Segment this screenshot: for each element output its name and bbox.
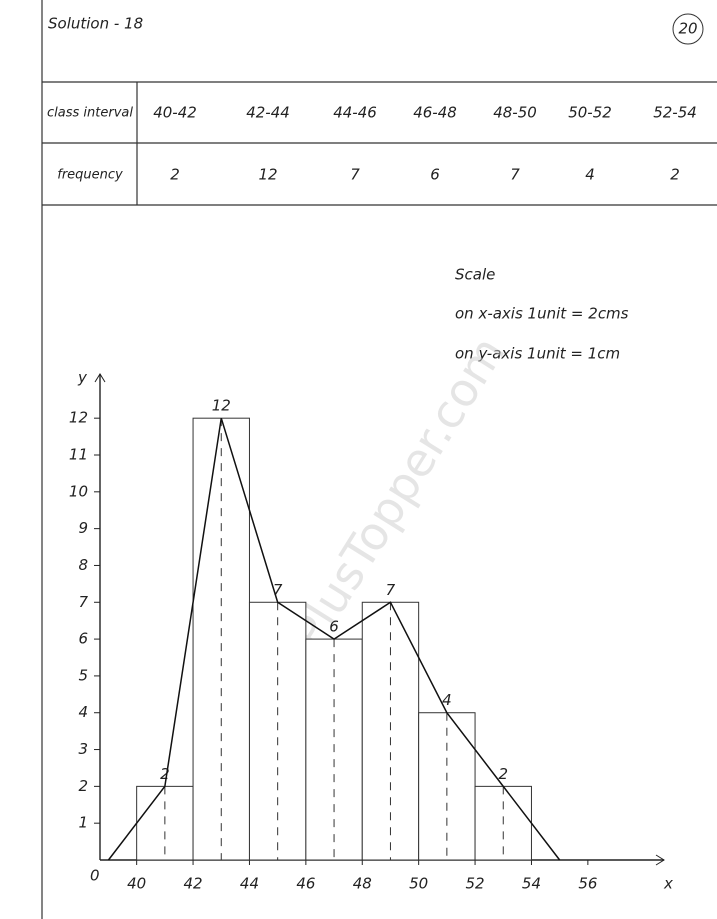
y-tick-label: 3 (78, 740, 88, 758)
table-cell: 2 (670, 166, 680, 184)
y-tick-label: 9 (78, 519, 88, 537)
scale-title: Scale (455, 266, 495, 284)
axis-arrow (655, 854, 665, 866)
bar-label: 4 (442, 691, 452, 709)
y-tick-label: 1 (78, 814, 88, 832)
row-header: frequency (57, 168, 123, 183)
table-cell: 7 (510, 166, 520, 184)
scale-note: on y-axis 1unit = 1cm (455, 345, 620, 363)
y-tick-label: 5 (78, 666, 88, 684)
table-cell: 50-52 (568, 104, 612, 122)
scale-note: on x-axis 1unit = 2cms (455, 305, 629, 323)
table-cell: 7 (350, 166, 360, 184)
frequency-polygon (107, 417, 561, 861)
table-cell: 42-44 (246, 104, 290, 122)
table-cell: 52-54 (653, 104, 697, 122)
page-number-circle (672, 13, 704, 45)
table-cell: 12 (258, 166, 277, 184)
bar-label: 2 (498, 765, 508, 783)
y-tick-label: 8 (78, 556, 88, 574)
x-tick-label: 40 (127, 875, 146, 893)
table-cell: 48-50 (493, 104, 537, 122)
table-cell: 4 (585, 166, 595, 184)
bar-label: 2 (160, 765, 170, 783)
table-cell: 6 (430, 166, 440, 184)
bar-label: 12 (212, 397, 231, 415)
x-axis-label: x (663, 875, 673, 893)
x-tick-label: 56 (578, 875, 597, 893)
x-tick-label: 50 (409, 875, 428, 893)
y-tick-label: 2 (78, 777, 88, 795)
y-axis-label: y (77, 369, 88, 387)
bar-label: 6 (329, 618, 339, 636)
axis-arrow (94, 373, 106, 383)
x-tick-label: 46 (296, 875, 315, 893)
y-tick-label: 12 (69, 409, 88, 427)
bar-label: 7 (386, 581, 396, 599)
y-tick-label: 7 (78, 593, 88, 611)
bar-label: 7 (273, 581, 283, 599)
table-cell: 2 (170, 166, 180, 184)
y-tick-label: 6 (78, 630, 88, 648)
row-header: class interval (47, 106, 133, 121)
origin-label: 0 (90, 867, 100, 885)
y-tick-label: 11 (69, 446, 88, 464)
x-tick-label: 42 (184, 875, 203, 893)
x-tick-label: 48 (353, 875, 372, 893)
solution-title: Solution - 18 (48, 15, 143, 33)
x-tick-label: 52 (466, 875, 485, 893)
histogram-bar (248, 601, 307, 861)
table-cell: 46-48 (413, 104, 457, 122)
table-cell: 44-46 (333, 104, 377, 122)
x-tick-label: 54 (522, 875, 541, 893)
table-cell: 40-42 (153, 104, 197, 122)
x-tick-label: 44 (240, 875, 259, 893)
y-tick-label: 10 (69, 482, 88, 500)
y-tick-label: 4 (78, 703, 88, 721)
page-number: 20 (678, 20, 697, 38)
